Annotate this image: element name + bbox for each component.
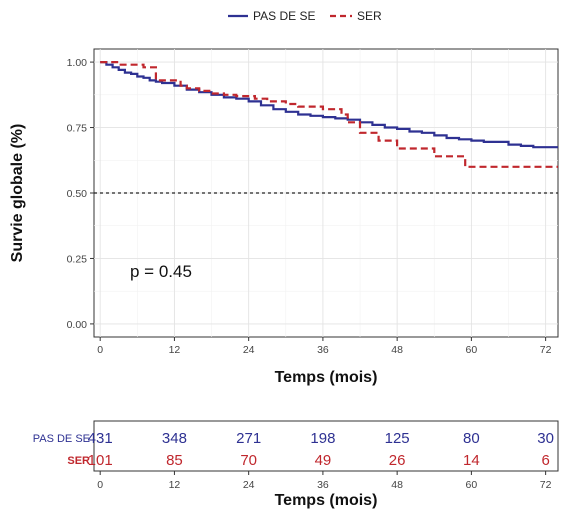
- x-tick-label: 60: [466, 344, 478, 356]
- risk-count-cell: 271: [236, 430, 261, 447]
- risk-count-cell: 14: [463, 452, 480, 469]
- x-tick-label: 24: [243, 344, 255, 356]
- x-tick-label: 36: [317, 344, 329, 356]
- risk-x-tick-label: 12: [169, 479, 181, 491]
- y-axis-label: Survie globale (%): [9, 124, 26, 263]
- x-axis-ticks: 0 12 24 36 48 60 72: [97, 337, 552, 356]
- risk-x-tick-label: 36: [317, 479, 329, 491]
- y-axis-ticks: 0.00 0.25 0.50 0.75 1.00: [67, 57, 94, 331]
- legend: PAS DE SE SER: [228, 9, 382, 23]
- risk-count-cell: 85: [166, 452, 183, 469]
- x-axis-label: Temps (mois): [275, 369, 378, 386]
- risk-table-x-axis-label: Temps (mois): [275, 492, 378, 509]
- risk-row-label: SER: [67, 455, 90, 467]
- risk-table-panel: [93, 420, 559, 472]
- survival-curves: [100, 61, 558, 168]
- risk-count-cell: 348: [162, 430, 187, 447]
- risk-count-cell: 101: [88, 452, 113, 469]
- legend-label-pas-de-se: PAS DE SE: [253, 9, 315, 23]
- p-value-annotation: p = 0.45: [130, 262, 192, 281]
- x-tick-label: 48: [391, 344, 403, 356]
- risk-count-cell: 70: [240, 452, 257, 469]
- risk-x-tick-label: 48: [391, 479, 403, 491]
- risk-count-cell: 49: [315, 452, 332, 469]
- risk-x-tick-label: 60: [466, 479, 478, 491]
- risk-count-cell: 26: [389, 452, 406, 469]
- y-tick-label: 1.00: [67, 57, 88, 69]
- x-tick-label: 0: [97, 344, 103, 356]
- risk-count-cell: 30: [537, 430, 554, 447]
- curve-ser: [100, 61, 558, 168]
- risk-count-cell: 431: [88, 430, 113, 447]
- legend-label-ser: SER: [357, 9, 382, 23]
- curve-pas-de-se: [100, 61, 558, 149]
- risk-table-x-ticks: 0 12 24 36 48 60 72: [97, 471, 552, 491]
- risk-x-tick-label: 24: [243, 479, 255, 491]
- risk-count-cell: 80: [463, 430, 480, 447]
- risk-row-label: PAS DE SE: [33, 433, 90, 445]
- risk-count-cell: 198: [310, 430, 335, 447]
- risk-x-tick-label: 72: [540, 479, 552, 491]
- y-tick-label: 0.50: [67, 188, 88, 200]
- risk-count-cell: 6: [541, 452, 549, 469]
- x-tick-label: 72: [540, 344, 552, 356]
- y-tick-label: 0.00: [67, 319, 88, 331]
- x-tick-label: 12: [169, 344, 181, 356]
- y-tick-label: 0.75: [67, 123, 88, 135]
- risk-x-tick-label: 0: [97, 479, 103, 491]
- risk-count-cell: 125: [385, 430, 410, 447]
- y-tick-label: 0.25: [67, 253, 88, 265]
